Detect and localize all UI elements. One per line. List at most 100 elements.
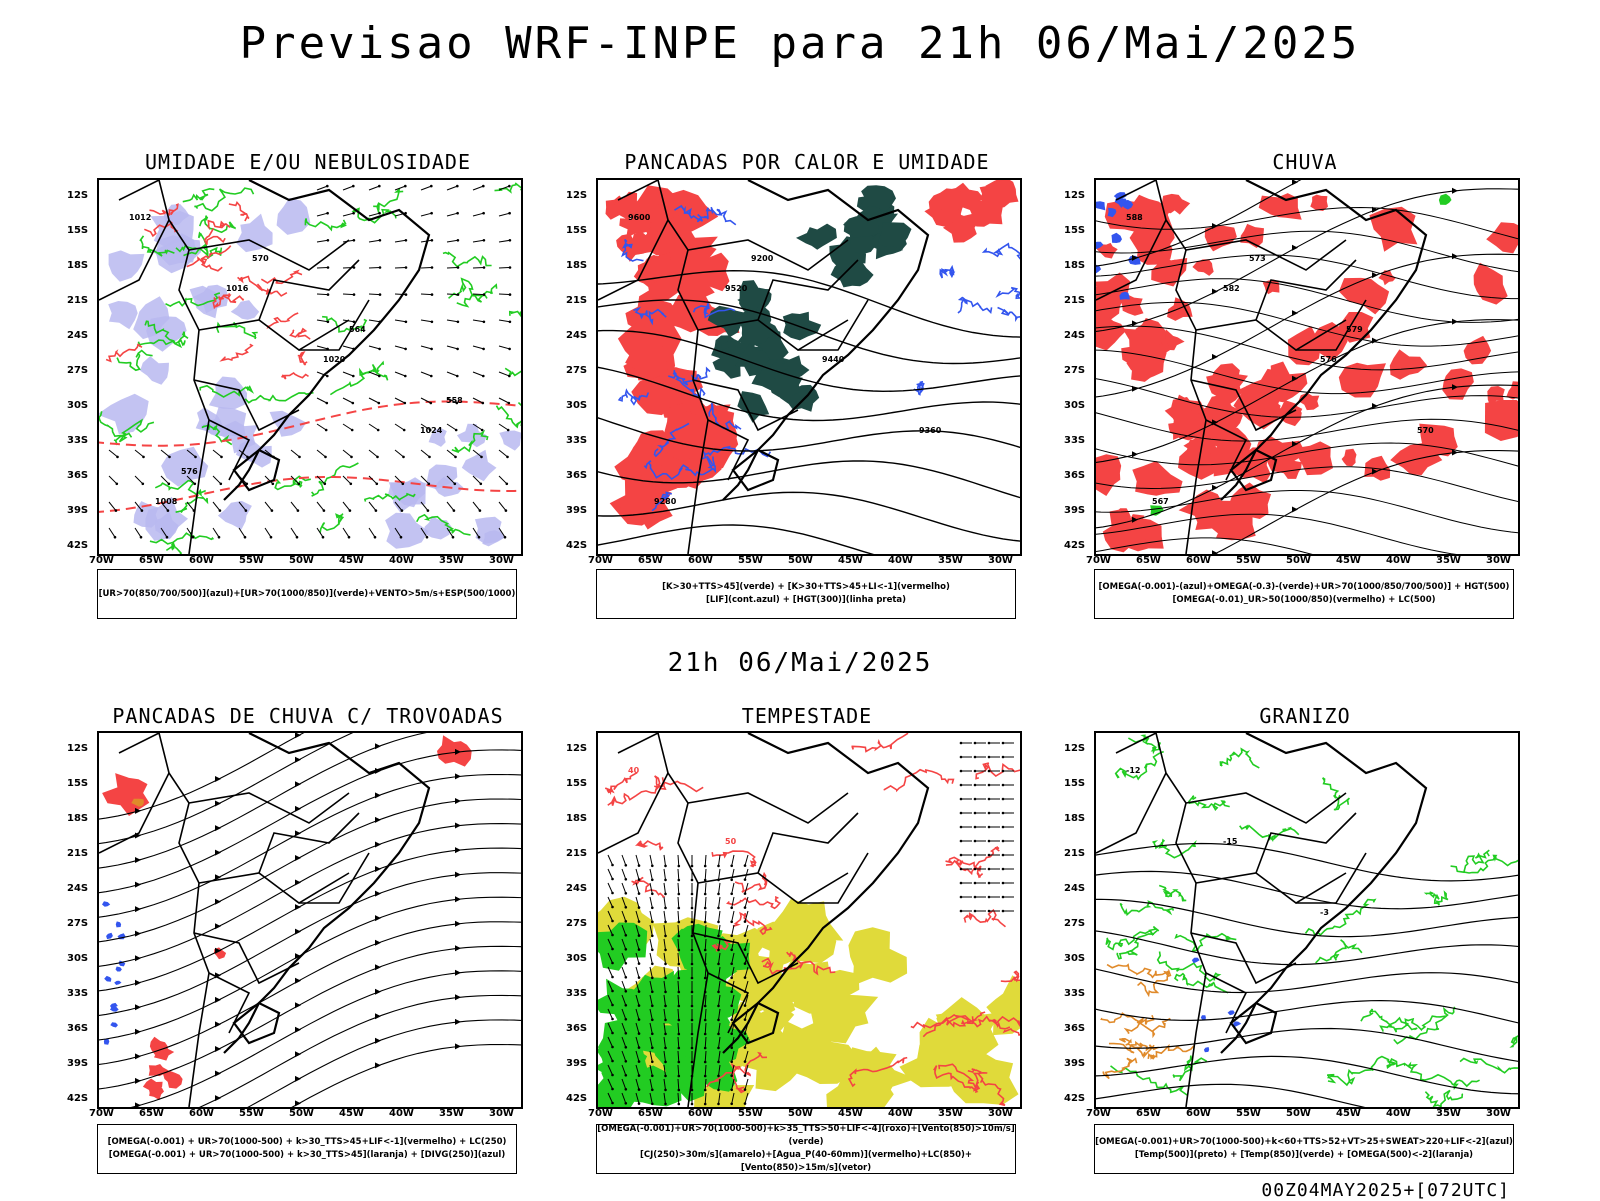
geopotential-contour [1096,442,1518,467]
wind-vector-head [637,976,641,979]
wind-vector-head [401,482,405,486]
streamline-arrow [135,1102,141,1107]
latitude-label: 39S [566,1058,588,1069]
humidity-contour-low [175,231,209,257]
wind-vector [394,293,407,296]
streamline [99,733,305,820]
wind-vector [420,212,432,217]
thickness-contour [99,476,521,513]
wind-vector-head [611,933,614,937]
longitude-label: 65W [139,555,164,566]
thickness-contour [289,327,311,340]
wind-vector-head [325,401,329,405]
wind-vector-head [243,535,247,539]
humidity-area-upper [276,197,311,235]
wind-vector-head [1001,825,1005,829]
streamline-arrow [455,969,461,976]
wind-vector [368,423,379,431]
precipitable-water-contour [711,850,757,868]
wind-vector-head [637,990,641,993]
longitude-label: 30W [489,555,514,566]
wind-vector-head [637,1046,641,1049]
wind-vector-head [350,455,353,459]
rain-area [1122,194,1171,224]
wind-vector [677,854,680,867]
temp-850-contour [1152,838,1197,859]
streamline [99,798,521,943]
wind-vector-head [743,1102,747,1105]
wind-vector-head [637,1060,641,1063]
wind-vector-head [295,535,299,539]
omega-area [1096,241,1104,249]
border-line [99,219,170,301]
streamline-arrow [1292,310,1298,317]
streamline-arrow [1212,353,1218,360]
wind-vector [290,449,300,458]
wind-vector [607,966,613,978]
main-title: Previsao WRF-INPE para 21h 06/Mai/2025 [239,18,1361,69]
longitude-label: 55W [239,1108,264,1119]
wind-vector-head [677,976,681,980]
wind-vector-head [743,892,747,895]
wind-vector-head [116,455,119,459]
wind-vector-head [677,878,681,882]
wind-vector [420,185,432,191]
longitude-label: 60W [1186,1108,1211,1119]
wind-vector [731,896,735,908]
wind-vector-head [959,825,963,829]
streamline-arrow [1292,506,1298,513]
wind-vector-head [987,839,991,843]
latitude-label: 30S [1064,953,1086,964]
wind-vector [704,910,707,923]
wind-vector-head [743,1060,747,1063]
wind-vector-head [973,783,977,787]
wind-vector-head [717,864,720,868]
rain-area [1419,423,1458,457]
wind-vector-head [430,266,434,269]
wind-vector [677,938,680,951]
border-line [193,379,300,432]
streamline-arrow [295,733,301,739]
wind-vector [342,345,354,350]
wind-vector-head [611,975,614,979]
border-line [692,379,799,432]
longitude-label: 30W [988,1108,1013,1119]
latitude-label: 21S [566,295,588,306]
wind-vector-head [637,1088,641,1091]
latitude-label: 24S [566,330,588,341]
wind-vector-head [430,184,433,188]
wind-vector-head [624,934,628,937]
wind-vector [635,1092,640,1104]
wind-vector-head [703,1074,707,1078]
wind-vector [718,1078,721,1090]
wind-vector-head [637,1018,641,1021]
latitude-label: 21S [67,295,89,306]
humidity-area-upper [388,480,426,513]
panel-title: CHUVA [1272,150,1338,174]
wind-vector-head [677,864,681,868]
wind-vector-head [611,989,614,993]
streamline-arrow [135,955,141,962]
humidity-area-upper [425,464,458,490]
wind-vector [635,910,640,922]
uruguay-outline [1229,1001,1278,1045]
streamline [291,1043,521,1107]
streamline [99,921,521,1066]
heat-humidity-area [707,305,748,338]
wind-vector-head [959,853,963,857]
wind-vector [731,1064,735,1076]
wind-vector-head [611,1003,614,1007]
wind-vector [342,449,352,458]
latitude-label: 42S [67,1093,89,1104]
wind-vector [368,501,377,511]
wind-vector [607,868,613,880]
map-canvas: -12 -15 -3 [1096,733,1518,1107]
streamline-arrow [1372,468,1378,475]
streamline [99,733,354,845]
wind-vector-head [1001,797,1005,801]
streamline [1213,450,1518,554]
wind-vector-head [717,1018,720,1022]
contour-label: 40 [628,766,640,775]
wind-vector-head [378,293,382,296]
wind-vector-head [352,266,356,269]
